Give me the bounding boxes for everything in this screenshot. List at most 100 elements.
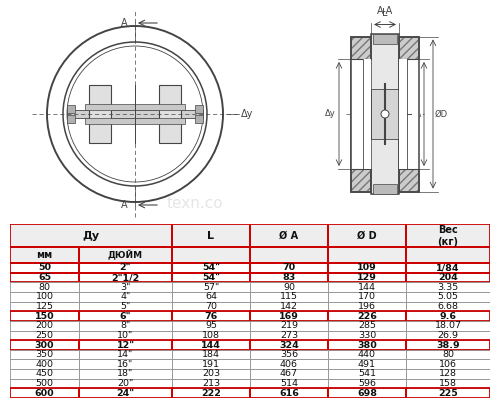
Text: 222: 222	[201, 389, 221, 398]
Text: 6.68: 6.68	[438, 302, 458, 311]
Bar	[89, 85, 111, 143]
Text: 5.05: 5.05	[438, 292, 458, 301]
Bar	[10, 273, 79, 282]
Bar	[79, 292, 172, 302]
Bar	[172, 224, 250, 248]
Bar	[250, 360, 328, 369]
Text: 400: 400	[36, 360, 54, 369]
Bar	[10, 292, 79, 302]
Text: 3": 3"	[120, 283, 130, 292]
Text: 158: 158	[439, 379, 457, 388]
Bar	[328, 379, 406, 388]
Text: 440: 440	[358, 350, 376, 359]
Bar	[406, 330, 490, 340]
Text: 16": 16"	[118, 360, 134, 369]
Bar	[373, 184, 397, 194]
Bar	[172, 369, 250, 379]
Text: 6": 6"	[120, 312, 131, 321]
Text: 191: 191	[202, 360, 220, 369]
Bar	[172, 340, 250, 350]
Bar	[328, 360, 406, 369]
Bar	[10, 282, 79, 292]
Bar	[399, 36, 419, 192]
Bar	[385, 89, 399, 139]
Bar	[79, 369, 172, 379]
Text: 541: 541	[358, 370, 376, 378]
Bar	[398, 59, 419, 169]
Text: 203: 203	[202, 370, 220, 378]
Text: 250: 250	[36, 331, 54, 340]
Bar	[10, 350, 79, 360]
Text: 83: 83	[282, 273, 296, 282]
Text: Вес
(кг): Вес (кг)	[438, 225, 458, 246]
Text: 64: 64	[205, 292, 217, 301]
Bar	[406, 311, 490, 321]
Bar	[172, 330, 250, 340]
Bar	[250, 330, 328, 340]
Bar	[172, 273, 250, 282]
Text: 142: 142	[280, 302, 298, 311]
Bar	[79, 273, 172, 282]
Text: 144: 144	[358, 283, 376, 292]
Bar	[10, 302, 79, 311]
Bar	[79, 379, 172, 388]
Bar	[172, 224, 250, 248]
Text: 12": 12"	[116, 340, 134, 350]
Text: A-A: A-A	[377, 6, 393, 16]
Bar	[373, 34, 397, 44]
Bar	[406, 248, 490, 263]
Bar	[350, 59, 372, 169]
Bar	[328, 302, 406, 311]
Bar	[406, 369, 490, 379]
Text: Ø A: Ø A	[280, 231, 298, 241]
Bar	[328, 311, 406, 321]
Text: 467: 467	[280, 370, 298, 378]
Bar	[172, 379, 250, 388]
Bar	[172, 292, 250, 302]
Bar	[67, 110, 203, 118]
Bar	[10, 224, 172, 248]
Bar	[172, 248, 250, 263]
Text: 95: 95	[205, 321, 217, 330]
Bar	[328, 292, 406, 302]
Bar	[250, 224, 328, 248]
Bar	[79, 330, 172, 340]
Bar	[328, 282, 406, 292]
Text: Ø D: Ø D	[357, 231, 377, 241]
Text: 70: 70	[205, 302, 217, 311]
Bar	[363, 59, 371, 169]
Bar	[79, 263, 172, 273]
Text: 80: 80	[38, 283, 50, 292]
Bar	[399, 36, 419, 192]
Text: 144: 144	[201, 340, 221, 350]
Bar	[406, 224, 490, 248]
Bar	[79, 248, 172, 263]
Bar	[172, 282, 250, 292]
Text: 204: 204	[438, 273, 458, 282]
Bar	[172, 311, 250, 321]
Text: Ду: Ду	[82, 231, 100, 241]
Text: 80: 80	[442, 350, 454, 359]
Bar	[250, 340, 328, 350]
Bar	[250, 369, 328, 379]
Text: 356: 356	[280, 350, 298, 359]
Text: 2"1/2: 2"1/2	[112, 273, 140, 282]
Bar	[250, 311, 328, 321]
Text: 8": 8"	[120, 321, 130, 330]
Text: 226: 226	[357, 312, 377, 321]
Bar	[79, 350, 172, 360]
Text: 106: 106	[439, 360, 457, 369]
Bar	[10, 360, 79, 369]
Bar	[10, 379, 79, 388]
Text: A: A	[122, 200, 128, 210]
Text: 26.9: 26.9	[438, 331, 458, 340]
Text: L: L	[382, 8, 388, 18]
Bar	[79, 360, 172, 369]
Text: 128: 128	[439, 370, 457, 378]
Text: 616: 616	[279, 389, 299, 398]
Bar	[79, 302, 172, 311]
Text: 18": 18"	[118, 370, 134, 378]
Text: 170: 170	[358, 292, 376, 301]
Bar	[328, 340, 406, 350]
Bar	[406, 302, 490, 311]
